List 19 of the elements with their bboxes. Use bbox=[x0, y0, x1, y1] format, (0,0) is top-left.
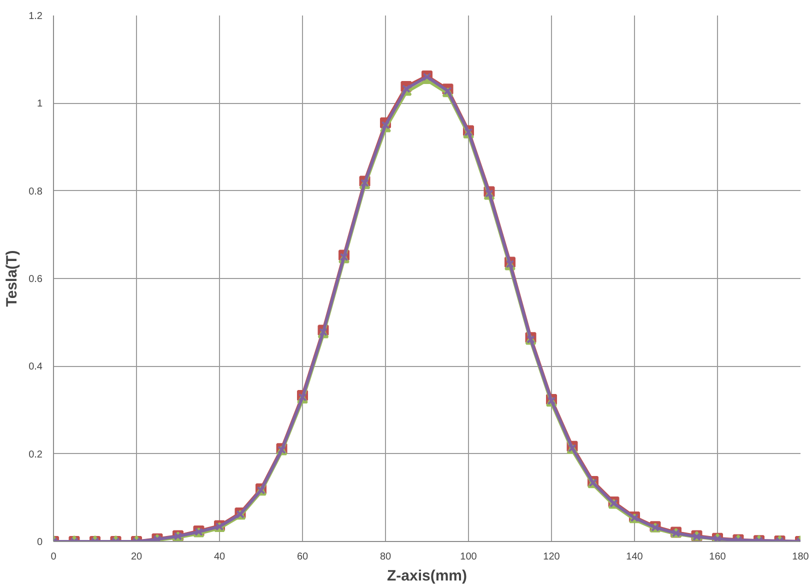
x-tick-label: 100 bbox=[460, 552, 478, 562]
x-tick-label: 140 bbox=[626, 552, 644, 562]
y-tick-label: 0.6 bbox=[28, 274, 43, 285]
x-tick-label: 0 bbox=[50, 552, 57, 562]
x-tick-label: 60 bbox=[296, 552, 308, 562]
y-tick-label: 0.2 bbox=[28, 449, 43, 460]
y-tick-label: 0.4 bbox=[28, 362, 43, 373]
x-tick-label: 180 bbox=[792, 552, 810, 562]
x-tick-label: 160 bbox=[709, 552, 726, 562]
y-tick-label: 0.8 bbox=[28, 186, 43, 198]
y-tick-label: 0 bbox=[36, 537, 43, 548]
y-tick-label: 1 bbox=[36, 98, 43, 110]
x-tick-label: 120 bbox=[543, 552, 560, 562]
y-axis-title: Tesla(T) bbox=[4, 250, 21, 307]
x-axis-title: Z-axis(mm) bbox=[386, 568, 468, 584]
x-tick-label: 40 bbox=[214, 552, 226, 562]
x-tick-label: 20 bbox=[130, 552, 142, 562]
y-tick-label: 1.2 bbox=[28, 11, 43, 22]
x-tick-label: 80 bbox=[380, 552, 392, 562]
